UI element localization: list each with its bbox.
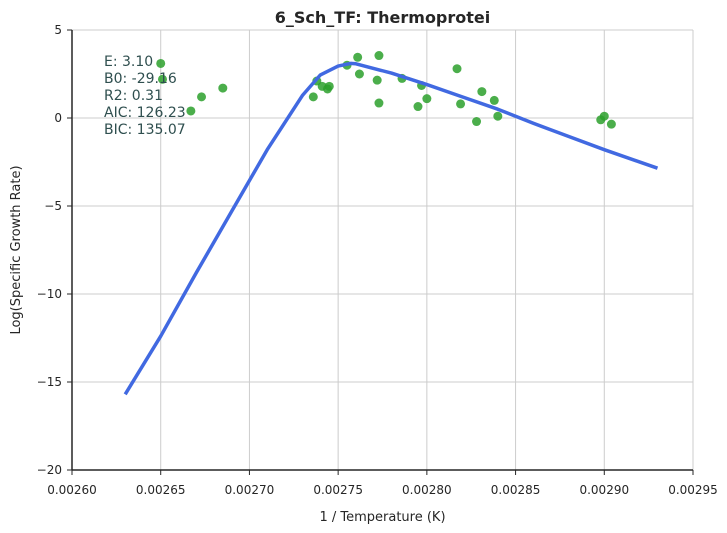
x-axis-ticks: 0.00260 0.00265 0.00270 0.00275 0.00280 0.002… — [47, 470, 718, 497]
y-axis-label: Log(Specific Growth Rate) — [9, 165, 24, 334]
y-tick-label: −10 — [37, 287, 62, 301]
data-point — [477, 87, 487, 97]
x-tick-label: 0.00290 — [579, 483, 629, 497]
y-tick-label: −5 — [44, 199, 62, 213]
data-point — [372, 75, 382, 85]
y-axis-ticks: 5 0 −5 −10 −15 −20 — [37, 23, 72, 477]
fit-curve-line — [123, 61, 659, 396]
data-point — [218, 83, 228, 93]
fit-stat-line: B0: -29.16 — [104, 71, 177, 87]
data-point — [353, 52, 363, 62]
data-point — [308, 92, 318, 102]
x-tick-label: 0.00275 — [313, 483, 363, 497]
data-point — [472, 117, 482, 127]
data-point — [489, 95, 499, 105]
axes — [71, 30, 693, 471]
data-point — [422, 94, 432, 104]
fit-stat-line: AIC: 126.23 — [104, 105, 186, 121]
data-point — [452, 64, 462, 74]
x-tick-label: 0.00270 — [225, 483, 275, 497]
data-point — [156, 58, 166, 68]
data-point — [197, 92, 207, 102]
x-tick-label: 0.00295 — [668, 483, 718, 497]
x-tick-label: 0.00260 — [47, 483, 97, 497]
data-point — [324, 81, 334, 91]
data-point — [606, 119, 616, 129]
data-point — [374, 51, 384, 61]
data-point — [456, 99, 466, 109]
data-point — [413, 102, 423, 112]
grid — [72, 29, 694, 470]
chart-title: 6_Sch_TF: Thermoprotei — [275, 8, 491, 27]
x-axis-label: 1 / Temperature (K) — [319, 510, 445, 525]
fit-stat-line: E: 3.10 — [104, 54, 153, 70]
y-tick-label: 5 — [54, 23, 62, 37]
x-tick-label: 0.00280 — [402, 483, 452, 497]
data-point — [599, 111, 609, 121]
series — [123, 51, 659, 396]
x-tick-label: 0.00265 — [136, 483, 186, 497]
fit-stat-line: BIC: 135.07 — [104, 122, 186, 138]
x-tick-label: 0.00285 — [491, 483, 541, 497]
data-point — [186, 106, 196, 116]
data-point — [157, 74, 167, 84]
fit-stat-line: R2: 0.31 — [104, 88, 163, 104]
data-point — [493, 111, 503, 121]
data-point — [374, 98, 384, 108]
y-tick-label: −20 — [37, 463, 62, 477]
y-tick-label: 0 — [54, 111, 62, 125]
y-tick-label: −15 — [37, 375, 62, 389]
data-point — [354, 69, 364, 79]
